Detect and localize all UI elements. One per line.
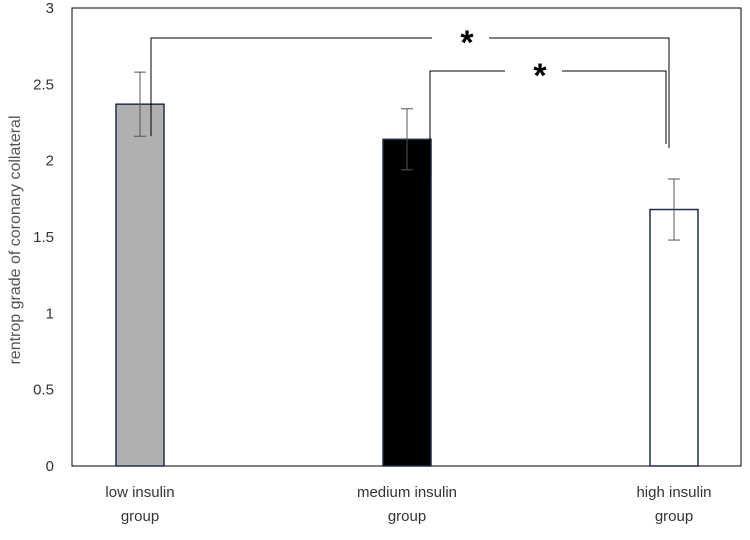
- significance-bracket-1: [429, 70, 667, 177]
- y-tick-label-5: 2.5: [33, 76, 54, 93]
- y-axis-title: rentrop grade of coronary collateral: [7, 115, 24, 364]
- x-tick-label-2-0: high insulin: [636, 484, 711, 501]
- y-tick-label-0: 0: [46, 458, 54, 475]
- significance-star-0: *: [460, 24, 474, 62]
- significance-bracket-0: [150, 37, 670, 148]
- x-tick-label-0-1: group: [121, 508, 159, 525]
- bar-2: [649, 208, 699, 467]
- x-tick-label-1-0: medium insulin: [357, 484, 457, 501]
- bar-0: [115, 103, 165, 467]
- y-tick-label-1: 0.5: [33, 382, 54, 399]
- bar-1: [382, 138, 432, 467]
- significance-star-1: *: [533, 57, 547, 95]
- y-tick-label-2: 1: [46, 305, 54, 322]
- x-tick-label-2-1: group: [655, 508, 693, 525]
- x-tick-label-0-0: low insulin: [105, 484, 174, 501]
- y-tick-label-6: 3: [46, 0, 54, 17]
- y-tick-label-4: 2: [46, 153, 54, 170]
- x-tick-label-1-1: group: [388, 508, 426, 525]
- y-tick-label-3: 1.5: [33, 229, 54, 246]
